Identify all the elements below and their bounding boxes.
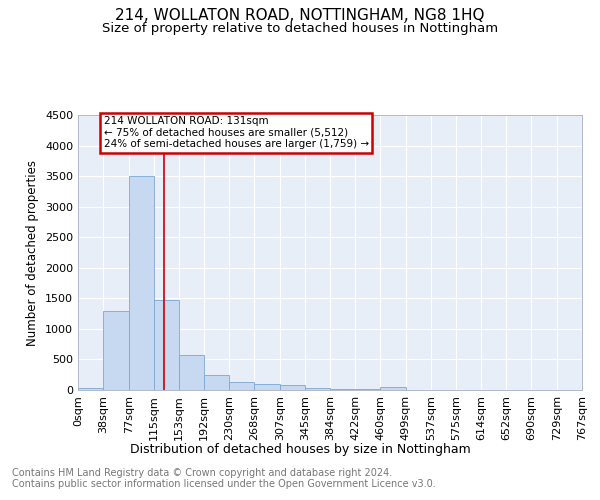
Bar [229, 382, 254, 390]
Text: Size of property relative to detached houses in Nottingham: Size of property relative to detached ho… [102, 22, 498, 35]
Bar [380, 387, 406, 390]
Bar [254, 384, 280, 390]
Bar [103, 311, 128, 390]
Text: 214 WOLLATON ROAD: 131sqm
← 75% of detached houses are smaller (5,512)
24% of se: 214 WOLLATON ROAD: 131sqm ← 75% of detac… [104, 116, 369, 150]
Y-axis label: Number of detached properties: Number of detached properties [26, 160, 40, 346]
Bar [179, 355, 204, 390]
Bar [305, 388, 331, 390]
Bar [204, 374, 229, 390]
Bar [280, 386, 305, 390]
Text: Contains HM Land Registry data © Crown copyright and database right 2024.
Contai: Contains HM Land Registry data © Crown c… [12, 468, 436, 489]
Text: 214, WOLLATON ROAD, NOTTINGHAM, NG8 1HQ: 214, WOLLATON ROAD, NOTTINGHAM, NG8 1HQ [115, 8, 485, 22]
Text: Distribution of detached houses by size in Nottingham: Distribution of detached houses by size … [130, 442, 470, 456]
Bar [78, 388, 103, 390]
Bar [331, 389, 355, 390]
Bar [154, 300, 179, 390]
Bar [128, 176, 154, 390]
